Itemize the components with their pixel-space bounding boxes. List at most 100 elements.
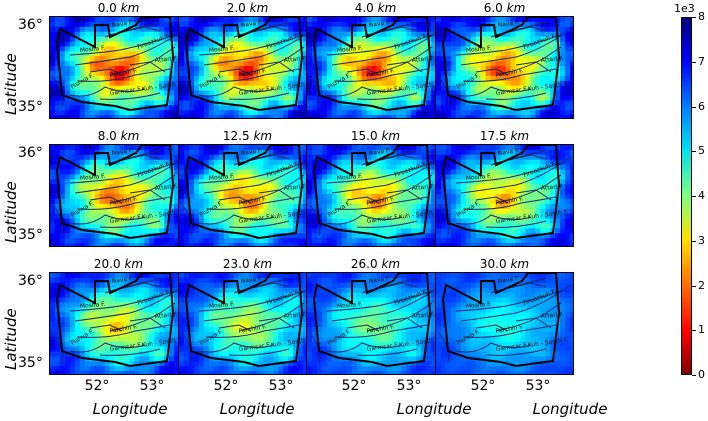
heat-cell — [525, 194, 531, 200]
heat-cell — [510, 66, 517, 72]
heat-cell — [228, 164, 235, 171]
heat-cell — [54, 189, 61, 195]
heat-cell — [69, 61, 76, 67]
heat-cell — [298, 213, 304, 220]
heat-cell — [351, 213, 358, 220]
heat-cell — [129, 198, 135, 205]
heat-cell — [436, 203, 442, 210]
heat-cell — [331, 75, 338, 82]
heat-cell — [351, 66, 358, 72]
heat-cell — [436, 66, 442, 72]
heat-cell — [321, 164, 328, 171]
map-svg: Nava F.Mosha F. Firoozkuh F.Attari F.Parc… — [50, 17, 187, 118]
heat-cell — [139, 85, 145, 92]
heat-cell — [436, 189, 442, 195]
heat-cell — [198, 198, 205, 205]
heat-cell — [540, 208, 546, 215]
heat-cell — [316, 51, 323, 57]
heat-cell — [59, 243, 66, 246]
heat-cell — [218, 85, 225, 92]
heat-cell — [89, 21, 96, 28]
heat-cell — [253, 169, 260, 176]
heat-cell — [188, 41, 195, 48]
heat-cell — [139, 184, 145, 190]
heat-cell — [198, 90, 205, 97]
heat-cell — [356, 36, 363, 43]
heat-cell — [193, 90, 200, 97]
heat-cell — [356, 198, 363, 205]
heat-cell — [331, 41, 338, 48]
heat-cell — [94, 189, 101, 195]
heat-cell — [321, 36, 328, 43]
heat-cell — [74, 194, 81, 200]
heat-cell — [144, 75, 150, 82]
heat-cell — [550, 243, 556, 246]
heat-cell — [465, 90, 472, 97]
heat-cell — [356, 17, 363, 23]
heat-cell — [203, 31, 210, 38]
heat-cell — [273, 159, 279, 166]
heat-cell — [311, 61, 318, 67]
heat-cell — [311, 194, 318, 200]
fault-label: Attari F. — [541, 55, 564, 64]
heat-cell — [480, 70, 487, 77]
heat-cell — [89, 46, 96, 52]
heat-cell — [480, 17, 487, 23]
heat-cell — [336, 218, 343, 225]
heat-cell — [248, 238, 255, 244]
heat-cell — [263, 203, 269, 210]
heat-cell — [258, 36, 264, 43]
heat-cell — [129, 105, 135, 111]
heat-cell — [431, 115, 437, 118]
heat-cell — [278, 100, 284, 106]
heat-cell — [99, 31, 106, 38]
heat-cell — [159, 159, 165, 166]
heat-cell — [307, 85, 313, 92]
heat-cell — [381, 184, 388, 190]
heat-cell — [495, 233, 502, 239]
heat-cell — [475, 203, 482, 210]
heat-cell — [208, 105, 215, 111]
heat-cell — [278, 169, 284, 176]
heat-cell — [421, 41, 427, 48]
heat-cell — [455, 41, 462, 48]
heat-cell — [550, 184, 556, 190]
heat-cell — [84, 90, 91, 97]
heat-cell — [298, 105, 304, 111]
heat-cell — [500, 228, 507, 234]
heat-cell — [381, 218, 388, 225]
heat-cell — [258, 233, 264, 239]
heat-cell — [386, 21, 392, 28]
heat-cell — [268, 159, 274, 166]
heat-cell — [109, 80, 116, 87]
heat-cell — [208, 223, 215, 229]
heat-cell — [243, 110, 250, 116]
heat-cell — [460, 41, 467, 48]
heat-cell — [94, 51, 101, 57]
fault-line — [74, 28, 186, 66]
heat-cell — [336, 213, 343, 220]
region-outline — [184, 17, 304, 112]
heat-cell — [515, 198, 521, 205]
heat-cell — [188, 80, 195, 87]
heat-cell — [565, 66, 571, 72]
heat-cell — [530, 149, 536, 156]
heat-cell — [114, 273, 121, 279]
heat-cell — [213, 70, 220, 77]
fault-label: Garmsar F. — [366, 86, 399, 97]
heat-cell — [455, 51, 462, 57]
heat-cell — [455, 243, 462, 246]
heat-cell — [59, 110, 66, 116]
heat-cell — [326, 149, 333, 156]
heat-cell — [273, 100, 279, 106]
heat-cell — [89, 194, 96, 200]
heat-cell — [376, 26, 383, 33]
heat-cell — [485, 105, 492, 111]
heat-cell — [248, 164, 255, 171]
heat-cell — [351, 233, 358, 239]
heat-cell — [109, 174, 116, 180]
heat-cell — [455, 174, 462, 180]
heat-cell — [283, 95, 289, 101]
heat-cell — [188, 203, 195, 210]
heat-cell — [50, 17, 56, 23]
